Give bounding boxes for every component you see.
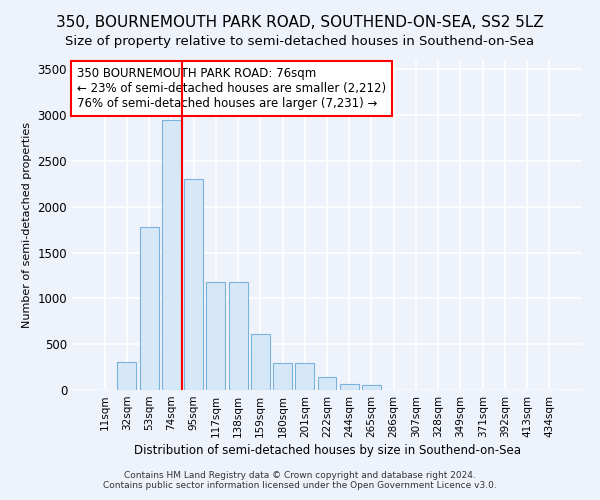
Text: Contains HM Land Registry data © Crown copyright and database right 2024.
Contai: Contains HM Land Registry data © Crown c… [103, 470, 497, 490]
Text: Size of property relative to semi-detached houses in Southend-on-Sea: Size of property relative to semi-detach… [65, 35, 535, 48]
Bar [140, 227, 158, 390]
Text: 350 BOURNEMOUTH PARK ROAD: 76sqm
← 23% of semi-detached houses are smaller (2,21: 350 BOURNEMOUTH PARK ROAD: 76sqm ← 23% o… [77, 66, 386, 110]
Bar [295, 364, 314, 390]
Bar [184, 179, 203, 390]
Bar [162, 120, 181, 390]
Bar [206, 282, 225, 390]
Bar [229, 282, 248, 390]
Bar [251, 334, 270, 390]
X-axis label: Distribution of semi-detached houses by size in Southend-on-Sea: Distribution of semi-detached houses by … [133, 444, 521, 457]
Bar [317, 377, 337, 390]
Bar [118, 362, 136, 390]
Y-axis label: Number of semi-detached properties: Number of semi-detached properties [22, 122, 32, 328]
Text: 350, BOURNEMOUTH PARK ROAD, SOUTHEND-ON-SEA, SS2 5LZ: 350, BOURNEMOUTH PARK ROAD, SOUTHEND-ON-… [56, 15, 544, 30]
Bar [362, 385, 381, 390]
Bar [340, 384, 359, 390]
Bar [273, 364, 292, 390]
